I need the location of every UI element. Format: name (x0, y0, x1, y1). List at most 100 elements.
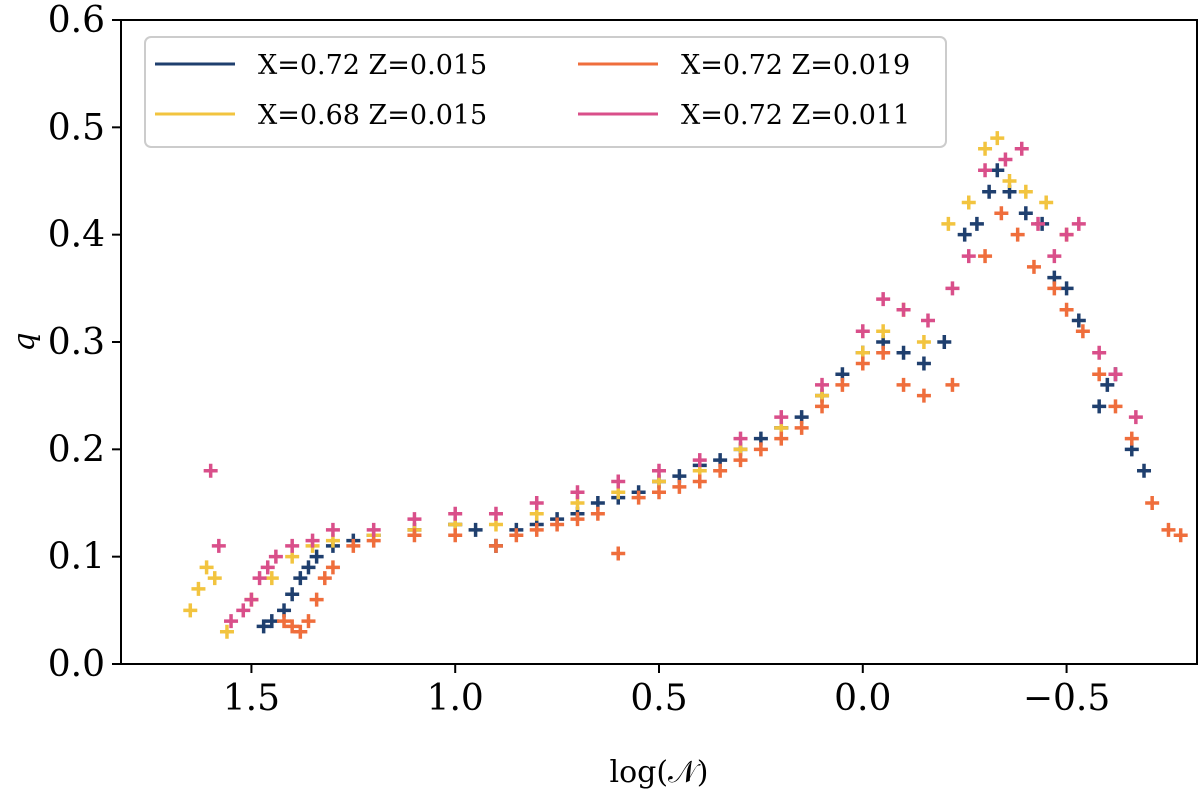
data-point (1026, 259, 1041, 274)
data-point (448, 528, 463, 543)
data-point (346, 538, 361, 553)
data-point (978, 163, 993, 178)
data-point (916, 388, 931, 403)
data-point (1075, 324, 1090, 339)
y-axis-label: q (7, 332, 42, 351)
data-point (301, 560, 316, 575)
data-point (1092, 367, 1107, 382)
y-tick-label: 0.0 (48, 644, 105, 685)
data-point (285, 619, 300, 634)
data-point (293, 624, 308, 639)
data-point (994, 206, 1009, 221)
data-point (219, 624, 234, 639)
data-point (277, 614, 292, 629)
legend-label-2: X=0.72 Z=0.019 (681, 50, 910, 81)
data-point (774, 431, 789, 446)
data-point (733, 431, 748, 446)
data-point (652, 485, 666, 500)
data-point (590, 506, 605, 521)
data-point (1145, 496, 1160, 510)
legend-box (144, 36, 947, 148)
data-point (978, 249, 993, 264)
data-point (753, 442, 768, 457)
data-point (252, 571, 267, 586)
data-point (268, 549, 283, 564)
data-point (652, 463, 666, 478)
data-point (529, 522, 544, 537)
x-tick-label: −0.5 (1023, 678, 1110, 719)
data-point (998, 152, 1013, 167)
data-point (264, 571, 279, 586)
data-point (305, 533, 320, 548)
data-point (961, 249, 976, 264)
data-point (1002, 174, 1017, 188)
data-point (733, 453, 748, 468)
data-point (550, 517, 565, 532)
data-point (978, 141, 993, 156)
data-point (692, 453, 707, 468)
data-point (191, 581, 206, 596)
data-point (1047, 249, 1062, 264)
data-point (990, 131, 1005, 146)
data-point (244, 592, 259, 607)
data-point (835, 377, 850, 392)
x-axis-ticks: 1.5 1.0 0.5 0.0 −0.5 (223, 664, 1110, 719)
data-point (325, 522, 340, 537)
scatter-marks (183, 131, 1188, 639)
data-point (211, 538, 226, 553)
y-tick-label: 0.3 (48, 322, 105, 363)
data-point (1092, 399, 1107, 414)
data-point (1108, 399, 1123, 414)
data-point (1059, 227, 1074, 242)
data-point (672, 479, 687, 494)
x-tick-label: 0.0 (834, 678, 891, 719)
data-point (448, 506, 463, 521)
legend-label-0: X=0.72 Z=0.015 (258, 50, 487, 81)
series-2 (277, 206, 1188, 639)
data-point (855, 324, 870, 339)
data-point (407, 528, 422, 543)
data-point (366, 522, 381, 537)
data-point (529, 496, 544, 510)
data-point (468, 522, 483, 537)
series-3 (203, 141, 1143, 629)
data-point (1128, 410, 1143, 425)
data-point (916, 356, 931, 371)
data-point (990, 163, 1005, 178)
data-point (896, 302, 911, 317)
y-tick-label: 0.2 (48, 429, 105, 470)
data-point (509, 528, 524, 543)
data-point (309, 549, 324, 564)
legend-label-3: X=0.72 Z=0.011 (681, 100, 910, 131)
data-point (285, 587, 300, 602)
data-point (1173, 528, 1188, 543)
data-point (199, 560, 214, 575)
data-point (611, 474, 626, 489)
data-point (301, 614, 316, 629)
data-point (1071, 216, 1086, 231)
data-point (285, 538, 300, 553)
data-point (945, 377, 960, 392)
data-point (488, 538, 503, 553)
data-point (407, 512, 422, 527)
data-point (896, 345, 911, 360)
data-point (570, 512, 585, 527)
data-point (1059, 281, 1074, 296)
data-point (1137, 463, 1152, 478)
data-point (1059, 302, 1074, 317)
data-point (203, 463, 218, 478)
data-point (855, 356, 870, 371)
x-tick-label: 1.5 (223, 678, 280, 719)
data-point (794, 420, 809, 435)
data-point (309, 592, 324, 607)
y-tick-label: 0.1 (48, 537, 105, 578)
legend: X=0.72 Z=0.015 X=0.68 Z=0.015 X=0.72 Z=0… (144, 36, 947, 148)
data-point (317, 571, 332, 586)
data-point (1010, 227, 1025, 242)
data-point (941, 216, 956, 231)
y-axis-ticks: 0.0 0.1 0.2 0.3 0.4 0.5 0.6 (48, 0, 121, 685)
data-point (945, 281, 960, 296)
data-point (1018, 206, 1033, 221)
data-point (1071, 313, 1086, 328)
data-point (570, 485, 585, 500)
